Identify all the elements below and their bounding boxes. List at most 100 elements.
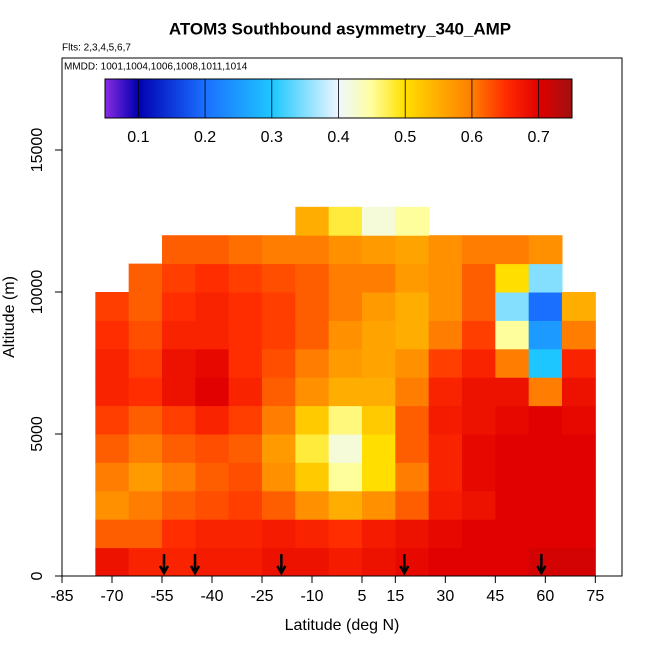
heatmap-cell [228,490,263,520]
heatmap-cell [495,462,530,492]
heatmap-cell [228,235,263,265]
chart-title: ATOM3 Southbound asymmetry_340_AMP [169,19,511,38]
heatmap-cell [562,320,596,350]
heatmap-cell [395,490,430,520]
heatmap-cell [462,547,496,577]
heatmap-cell [162,348,196,378]
heatmap-cell [495,263,530,293]
heatmap-cell [262,490,296,520]
heatmap-cell [362,263,396,293]
heatmap-cell [528,405,563,435]
heatmap-cell [428,292,463,321]
y-tick-label: 5000 [29,416,46,452]
heatmap-cell [528,377,563,407]
heatmap-cell [328,292,363,321]
heatmap-cell [362,434,396,463]
heatmap-cell [295,320,330,350]
heatmap-cell [428,263,463,293]
heatmap-cell [528,320,563,350]
heatmap-cell [362,490,396,520]
heatmap-cell [295,377,330,407]
heatmap-cell [162,462,196,492]
heatmap-cell [428,547,463,577]
heatmap-cell [295,235,330,265]
heatmap-cell [395,405,430,435]
heatmap-cell [128,490,163,520]
heatmap-cell [395,206,430,236]
heatmap-cell [295,292,330,321]
heatmap-cell [428,405,463,435]
x-tick-label: 15 [386,588,404,605]
heatmap-cell [362,235,396,265]
subtitle: Flts: 2,3,4,5,6,7 [62,43,131,54]
heatmap-cell [262,292,296,321]
heatmap-cell [95,462,130,492]
heatmap-cell [395,263,430,293]
flight-arrow [189,554,201,576]
heatmap-cell [395,235,430,265]
heatmap-cell [328,547,363,577]
heatmap-cell [528,519,563,549]
heatmap-cell [395,547,430,577]
heatmap-cell [128,405,163,435]
heatmap-cell [528,547,563,577]
heatmap-cell [128,434,163,463]
heatmap-cell [328,490,363,520]
y-tick-label: 15000 [29,128,46,173]
heatmap-cell [428,434,463,463]
heatmap-cell [295,206,330,236]
heatmap-cell [362,547,396,577]
heatmap-cell [162,235,196,265]
heatmap-cell [262,348,296,378]
heatmap-cell [495,348,530,378]
heatmap-cell [462,263,496,293]
heatmap-cell [462,377,496,407]
heatmap-cell [395,519,430,549]
colorbar-tick-label: 0.5 [394,129,416,146]
heatmap-cell [295,519,330,549]
x-tick-label: -25 [250,588,273,605]
heatmap-cell [462,320,496,350]
annotation: MMDD: 1001,1004,1006,1008,1011,1014 [64,62,248,73]
colorbar-tick-label: 0.2 [194,129,216,146]
heatmap-cell [495,292,530,321]
heatmap-cell [528,434,563,463]
heatmap-cell [462,405,496,435]
colorbar-tick-label: 0.6 [461,129,483,146]
flight-arrow [399,554,410,576]
heatmap-cell [462,348,496,378]
heatmap-cell [562,405,596,435]
heatmap-cell [328,462,363,492]
heatmap-cell [195,434,230,463]
heatmap-cell [362,320,396,350]
heatmap-cell [262,235,296,265]
x-tick-label: 30 [436,588,454,605]
heatmap-cell [462,519,496,549]
heatmap-cell [228,434,263,463]
heatmap-cell [95,547,130,577]
heatmap-cell [428,320,463,350]
heatmap-cell [495,547,530,577]
heatmap-cell [495,519,530,549]
heatmap-cell [228,320,263,350]
colorbar-tick-label: 0.1 [127,129,149,146]
heatmap-cell [95,405,130,435]
heatmap-cell [195,348,230,378]
heatmap-cell [495,235,530,265]
colorbar-tick-label: 0.4 [327,129,349,146]
heatmap-cell [195,235,230,265]
heatmap-cell [562,462,596,492]
heatmap-cell [328,434,363,463]
heatmap-cell [328,348,363,378]
x-axis-label: Latitude (deg N) [285,617,400,634]
heatmap-cell [528,348,563,378]
heatmap-cell [228,263,263,293]
heatmap-cell [428,377,463,407]
heatmap-cell [495,377,530,407]
heatmap-cell [462,490,496,520]
heatmap-cell [528,263,563,293]
heatmap-cell [195,263,230,293]
heatmap-cell [562,490,596,520]
heatmap-cell [328,320,363,350]
heatmap-cell [462,462,496,492]
